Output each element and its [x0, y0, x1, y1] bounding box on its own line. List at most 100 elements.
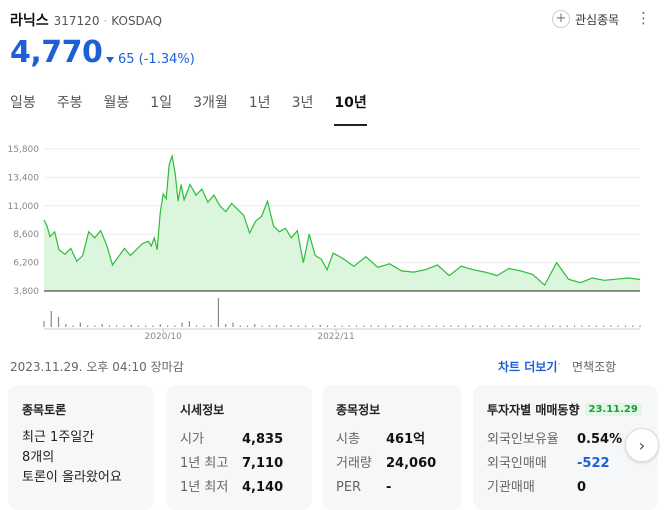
- volume-bar: [552, 325, 554, 327]
- volume-bar: [108, 325, 111, 327]
- volume-bar: [428, 325, 430, 327]
- volume-bar: [573, 325, 576, 327]
- forum-card[interactable]: 종목토론 최근 1주일간 8개의 토론이 올라왔어요: [8, 385, 154, 510]
- volume-bar: [326, 325, 329, 327]
- volume-bar: [479, 325, 481, 327]
- volume-bar: [166, 325, 169, 327]
- forum-card-title: 종목토론: [22, 403, 67, 417]
- stock-header: 라닉스 317120 · KOSDAQ: [10, 10, 162, 30]
- volume-bar: [443, 325, 445, 327]
- stat-value: 7,110: [242, 456, 284, 471]
- stock-name: 라닉스: [10, 13, 49, 29]
- volume-bar: [377, 325, 379, 327]
- footer-dot: ·: [557, 357, 561, 371]
- stat-label: 시가: [180, 432, 204, 447]
- chart-more-link[interactable]: 차트 더보기: [498, 360, 558, 374]
- stat-value: -522: [577, 456, 610, 471]
- volume-bar: [239, 325, 241, 327]
- volume-bar: [65, 324, 67, 327]
- x-tick-label: 2020/10: [145, 332, 183, 340]
- next-card-button[interactable]: ›: [625, 428, 659, 462]
- volume-bar: [472, 325, 474, 327]
- volume-bar: [581, 325, 583, 327]
- volume-bar: [268, 325, 270, 327]
- volume-bar: [334, 325, 336, 327]
- volume-bar: [305, 325, 307, 327]
- separator-dot: ·: [103, 14, 108, 28]
- stat-value: -: [386, 480, 392, 495]
- market-info-title: 시세정보: [180, 403, 225, 417]
- volume-bar: [486, 325, 488, 327]
- plus-icon: +: [552, 10, 570, 28]
- tab-3years[interactable]: 3년: [291, 95, 314, 111]
- stat-label: 1년 최고: [180, 456, 229, 471]
- add-favorite-button[interactable]: + 관심종목: [552, 10, 619, 28]
- volume-bar: [530, 325, 532, 327]
- period-tabs: 일봉 주봉 월봉 1일 3개월 1년 3년 10년: [10, 92, 388, 126]
- price-chart[interactable]: 15,800 13,400 11,000 8,600 6,200 3,800 2020/10…: [0, 140, 664, 340]
- volume-bar: [341, 325, 343, 327]
- forum-line-3: 토론이 올라왔어요: [22, 470, 122, 485]
- tab-daily[interactable]: 일봉: [10, 95, 36, 111]
- volume-bar: [406, 325, 409, 327]
- tab-1day[interactable]: 1일: [150, 95, 173, 111]
- stat-value: 0.54%: [577, 432, 623, 447]
- y-tick-label: 8,600: [13, 230, 39, 240]
- tab-weekly[interactable]: 주봉: [56, 95, 83, 111]
- stat-row: 시가 4,835: [180, 428, 298, 452]
- volume-bar: [203, 325, 205, 327]
- volume-bar: [639, 325, 641, 327]
- current-price: 4,770: [10, 35, 103, 70]
- volume-bar: [196, 325, 198, 327]
- volume-bar: [435, 325, 438, 327]
- volume-bar: [123, 325, 125, 327]
- volume-bar: [464, 325, 467, 327]
- investor-trend-label: 투자자별 매매동향: [487, 403, 580, 417]
- volume-bar: [399, 325, 401, 327]
- volume-bar: [217, 298, 220, 327]
- disclaimer-link[interactable]: 면책조항: [572, 360, 617, 374]
- volume-bar: [501, 325, 503, 327]
- forum-line-2: 8개의: [22, 450, 55, 465]
- stock-info-card[interactable]: 종목정보 시총 461억 거래량 24,060 PER -: [322, 385, 462, 510]
- stat-label: 외국인매매: [487, 456, 547, 471]
- volume-bar: [225, 324, 227, 327]
- volume-bar: [544, 325, 547, 327]
- volume-bar: [188, 321, 190, 327]
- volume-bar: [617, 325, 619, 327]
- volume-bar: [494, 325, 496, 327]
- market-close-timestamp: 2023.11.29. 오후 04:10 장마감: [10, 360, 184, 374]
- stat-row: 외국인매매 -522: [487, 452, 644, 476]
- y-tick-label: 6,200: [13, 259, 39, 269]
- volume-bar: [559, 325, 561, 327]
- stat-value: 4,140: [242, 480, 284, 495]
- volume-bar: [152, 325, 154, 327]
- tab-10years[interactable]: 10년: [334, 92, 367, 126]
- volume-bar: [87, 325, 89, 327]
- volume-bar: [457, 325, 459, 327]
- volume-bar: [603, 325, 605, 327]
- y-tick-label: 15,800: [8, 145, 40, 155]
- volume-bar: [566, 325, 568, 327]
- stock-info-title: 종목정보: [336, 403, 381, 417]
- stat-label: 외국인보유율: [487, 432, 559, 447]
- volume-bar: [588, 325, 590, 327]
- price-change: 65 (-1.34%): [106, 52, 195, 67]
- stat-value: 0: [577, 480, 587, 495]
- price-change-value: 65 (-1.34%): [118, 52, 195, 67]
- tab-3months[interactable]: 3개월: [193, 95, 228, 111]
- stock-code: 317120: [53, 14, 100, 28]
- market-info-card[interactable]: 시세정보 시가 4,835 1년 최고 7,110 1년 최저 4,140: [166, 385, 312, 510]
- stat-value: 461억: [386, 432, 426, 447]
- volume-bar: [94, 325, 96, 327]
- tab-monthly[interactable]: 월봉: [103, 95, 130, 111]
- tab-1year[interactable]: 1년: [248, 95, 271, 111]
- date-badge: 23.11.29: [584, 403, 642, 416]
- volume-bar: [261, 325, 263, 327]
- volume-bar: [130, 324, 132, 327]
- more-options-icon[interactable]: ⋮: [636, 9, 651, 27]
- volume-bar: [632, 325, 634, 327]
- volume-bar: [43, 321, 45, 327]
- volume-bar: [414, 325, 416, 327]
- volume-bar: [181, 322, 183, 327]
